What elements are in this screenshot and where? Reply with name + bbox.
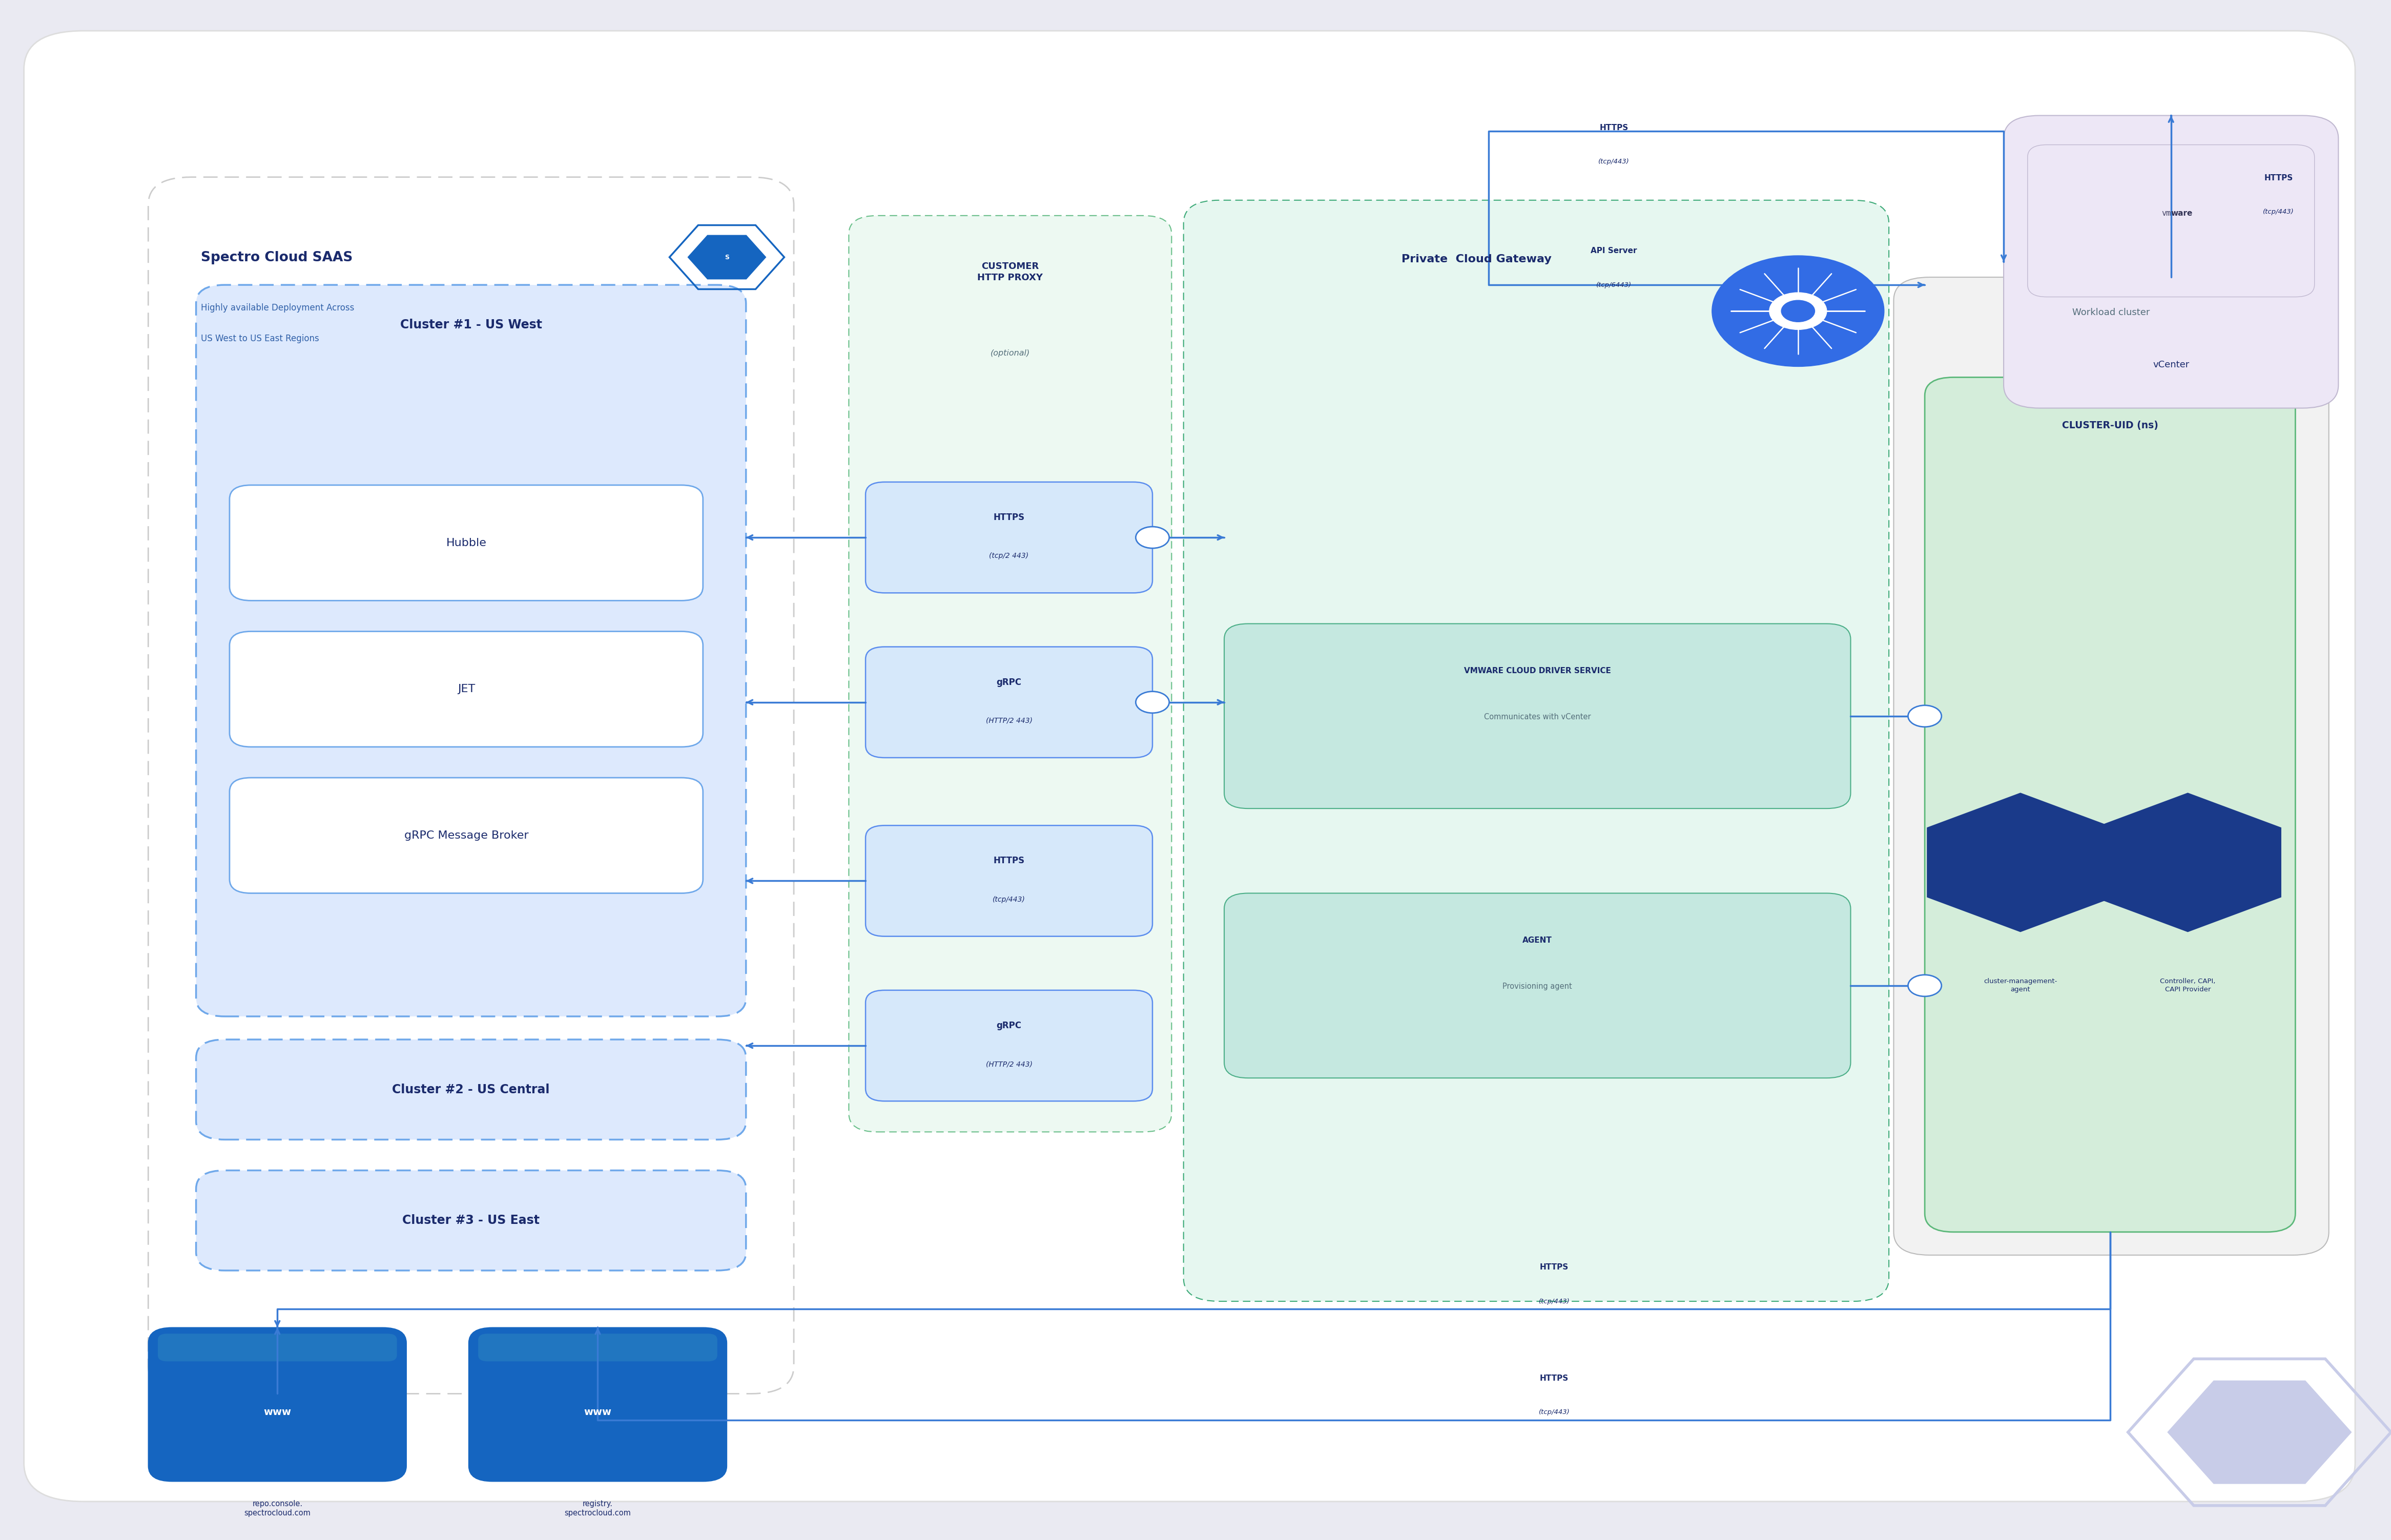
Text: (tcp/6443): (tcp/6443) [1597, 282, 1631, 288]
Circle shape [1908, 975, 1941, 996]
FancyBboxPatch shape [196, 1040, 746, 1140]
FancyBboxPatch shape [230, 485, 703, 601]
Text: Cluster #1 - US West: Cluster #1 - US West [399, 319, 543, 331]
FancyBboxPatch shape [1894, 277, 2329, 1255]
Text: VMWARE CLOUD DRIVER SERVICE: VMWARE CLOUD DRIVER SERVICE [1463, 667, 1612, 675]
Text: Private  Cloud Gateway: Private Cloud Gateway [1401, 254, 1552, 265]
Circle shape [1136, 527, 1169, 548]
Text: CLUSTER-UID (ns): CLUSTER-UID (ns) [2061, 420, 2159, 430]
Text: (tcp/443): (tcp/443) [1537, 1298, 1571, 1304]
Text: HTTPS: HTTPS [1540, 1264, 1568, 1270]
Text: US West to US East Regions: US West to US East Regions [201, 334, 318, 343]
Text: repo.console.
spectrocloud.com: repo.console. spectrocloud.com [244, 1500, 311, 1517]
Text: Controller, CAPI,
CAPI Provider: Controller, CAPI, CAPI Provider [2159, 978, 2216, 993]
FancyBboxPatch shape [1184, 200, 1889, 1301]
FancyBboxPatch shape [866, 647, 1152, 758]
Text: ware: ware [2171, 209, 2193, 217]
Circle shape [1769, 293, 1827, 330]
Text: Communicates with vCenter: Communicates with vCenter [1485, 713, 1590, 721]
Text: API Server: API Server [1590, 248, 1638, 254]
FancyBboxPatch shape [1224, 624, 1851, 808]
Text: gRPC: gRPC [997, 1021, 1021, 1030]
FancyBboxPatch shape [478, 1334, 717, 1361]
Text: registry.
spectrocloud.com: registry. spectrocloud.com [564, 1500, 631, 1517]
Text: HTTPS: HTTPS [992, 856, 1026, 865]
FancyBboxPatch shape [2028, 145, 2314, 297]
FancyBboxPatch shape [148, 177, 794, 1394]
FancyBboxPatch shape [230, 778, 703, 893]
FancyBboxPatch shape [2004, 115, 2338, 408]
Text: cluster-management-
agent: cluster-management- agent [1985, 978, 2056, 993]
Text: (tcp/443): (tcp/443) [992, 896, 1026, 902]
Text: Highly available Deployment Across: Highly available Deployment Across [201, 303, 354, 313]
Text: (HTTP/2 443): (HTTP/2 443) [985, 718, 1033, 724]
FancyBboxPatch shape [196, 285, 746, 1016]
FancyBboxPatch shape [866, 482, 1152, 593]
Text: www: www [263, 1408, 292, 1417]
Text: HTTPS: HTTPS [992, 513, 1026, 522]
Text: Cluster #2 - US Central: Cluster #2 - US Central [392, 1084, 550, 1095]
Text: S: S [724, 254, 729, 260]
Text: HTTPS: HTTPS [2264, 174, 2293, 182]
Text: Workload cluster: Workload cluster [2073, 308, 2150, 317]
FancyBboxPatch shape [866, 825, 1152, 936]
Text: (tcp/443): (tcp/443) [1537, 1409, 1571, 1415]
FancyBboxPatch shape [469, 1327, 727, 1481]
Text: Provisioning agent: Provisioning agent [1502, 983, 1573, 990]
FancyBboxPatch shape [24, 31, 2355, 1502]
Text: (HTTP/2 443): (HTTP/2 443) [985, 1061, 1033, 1067]
Circle shape [1712, 256, 1884, 367]
Text: Cluster #3 - US East: Cluster #3 - US East [402, 1215, 540, 1226]
Text: Hubble: Hubble [447, 537, 485, 548]
Text: (tcp/443): (tcp/443) [1597, 159, 1631, 165]
Text: www: www [583, 1408, 612, 1417]
FancyBboxPatch shape [158, 1334, 397, 1361]
Text: HTTPS: HTTPS [1540, 1375, 1568, 1381]
Circle shape [1136, 691, 1169, 713]
FancyBboxPatch shape [196, 1170, 746, 1270]
Text: gRPC Message Broker: gRPC Message Broker [404, 830, 528, 841]
Text: JET: JET [457, 684, 476, 695]
Text: Spectro Cloud SAAS: Spectro Cloud SAAS [201, 251, 354, 265]
Text: gRPC: gRPC [997, 678, 1021, 687]
FancyBboxPatch shape [1224, 893, 1851, 1078]
Text: CUSTOMER
HTTP PROXY: CUSTOMER HTTP PROXY [978, 262, 1042, 282]
Circle shape [1781, 300, 1815, 322]
FancyBboxPatch shape [849, 216, 1172, 1132]
FancyBboxPatch shape [1925, 377, 2295, 1232]
FancyBboxPatch shape [866, 990, 1152, 1101]
FancyBboxPatch shape [230, 631, 703, 747]
Text: (optional): (optional) [990, 350, 1031, 357]
Text: HTTPS: HTTPS [1600, 125, 1628, 131]
Text: vCenter: vCenter [2152, 360, 2190, 370]
FancyBboxPatch shape [148, 1327, 406, 1481]
Text: (tcp/443): (tcp/443) [2262, 208, 2295, 216]
Text: AGENT: AGENT [1523, 936, 1552, 944]
Circle shape [1908, 705, 1941, 727]
Text: vm: vm [2161, 209, 2171, 217]
Text: (tcp/2 443): (tcp/2 443) [990, 553, 1028, 559]
